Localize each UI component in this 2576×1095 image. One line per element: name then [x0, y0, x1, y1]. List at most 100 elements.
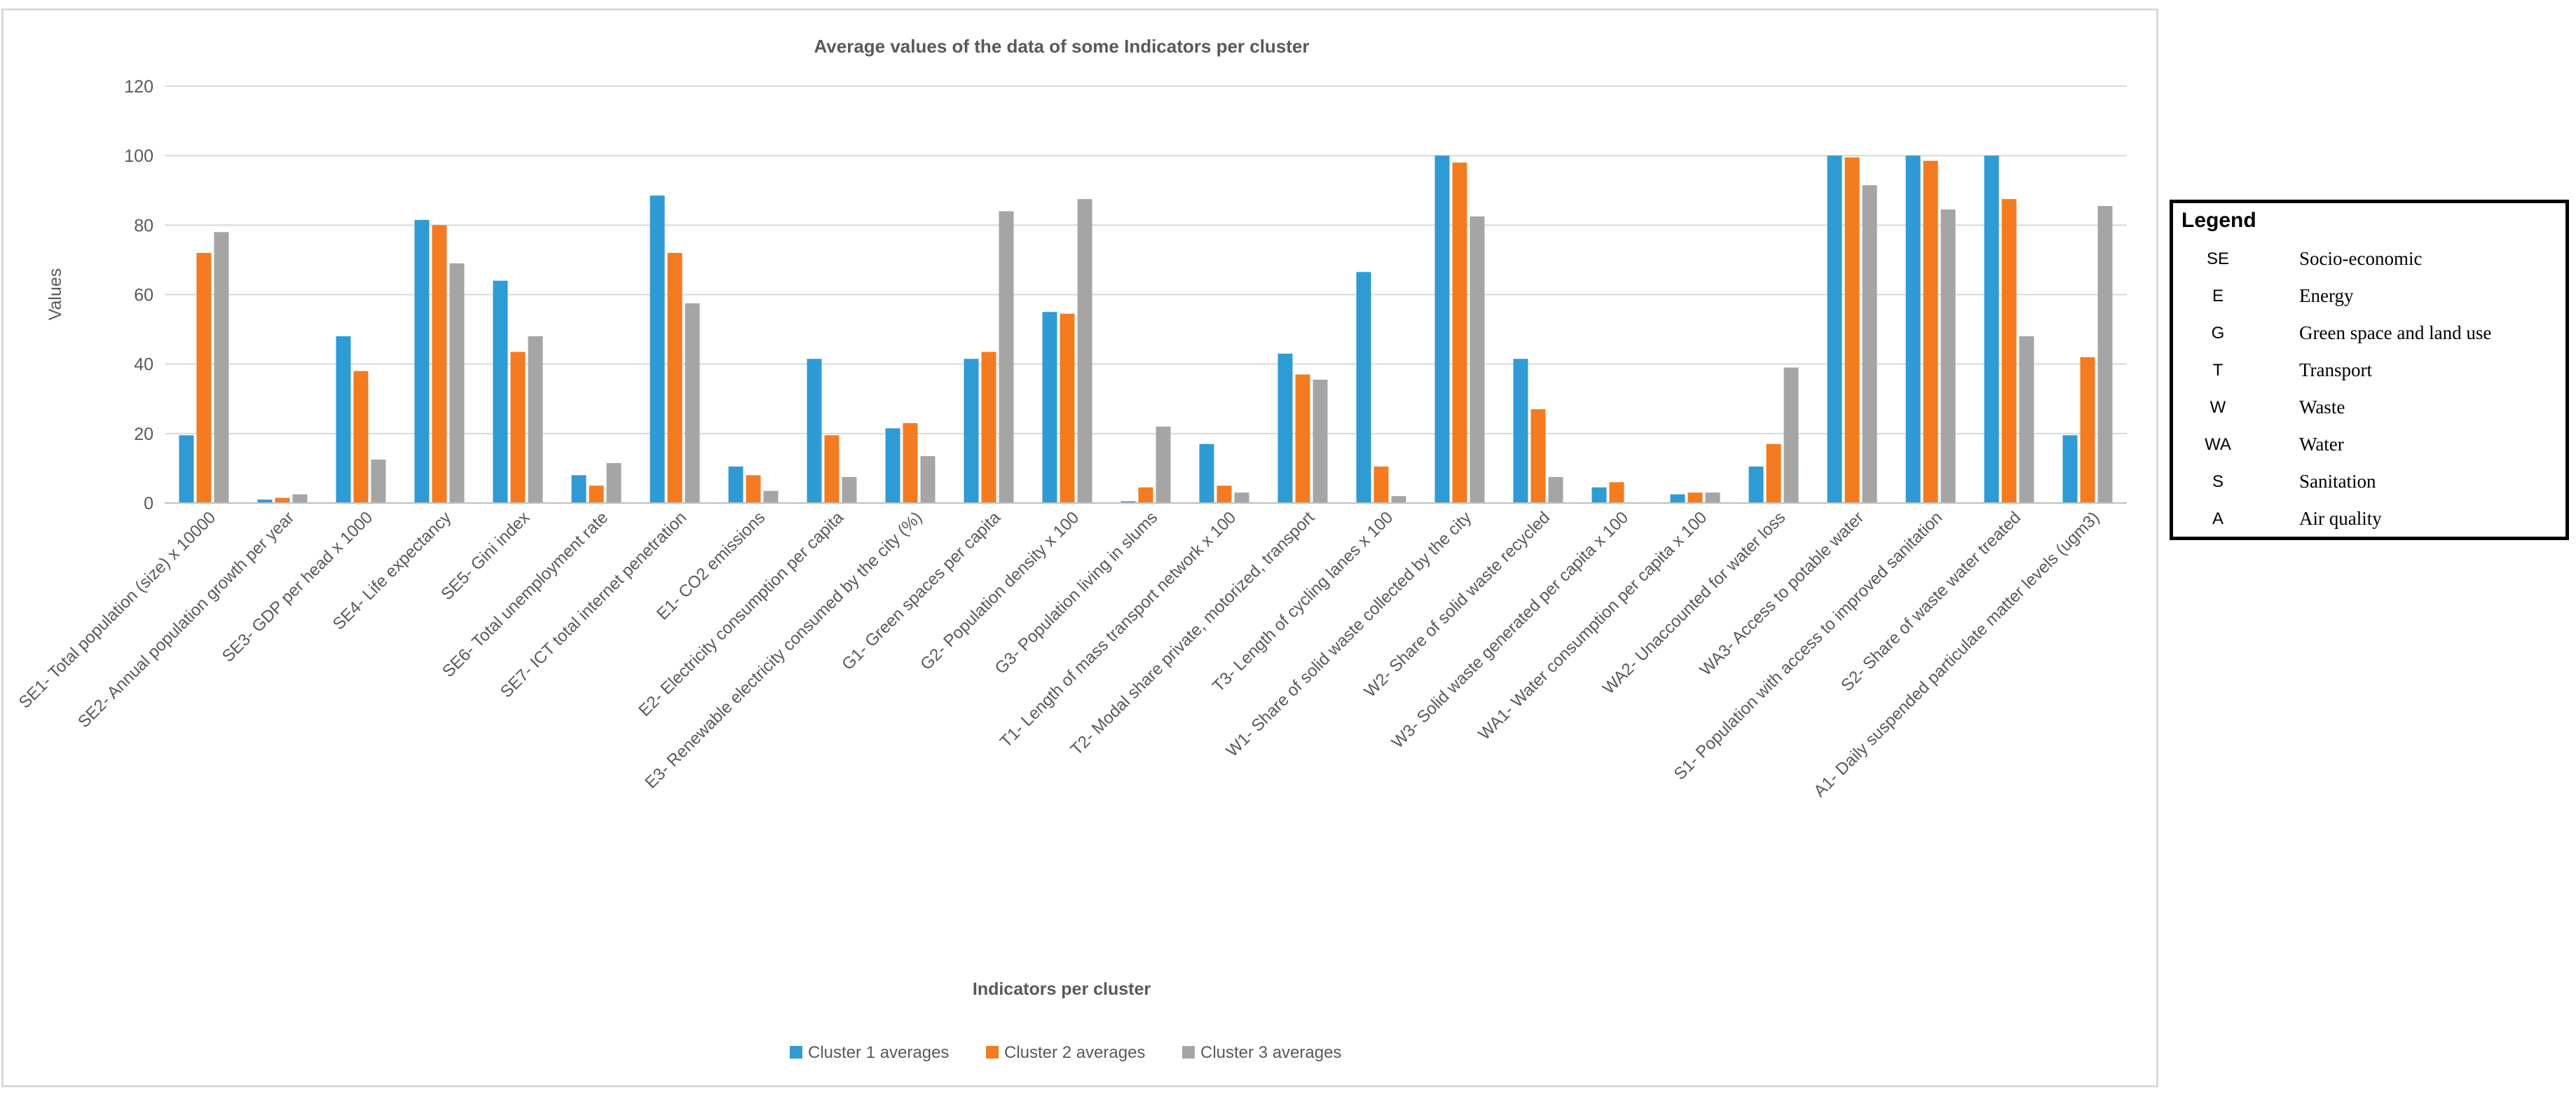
legend-abbreviation: WA: [2205, 435, 2231, 454]
legend-abbreviation: A: [2212, 509, 2224, 528]
x-tick-label: G3- Population living in slums: [992, 508, 1162, 678]
legend-description: Sanitation: [2299, 471, 2376, 492]
bar: [449, 263, 465, 503]
y-tick-label: 60: [134, 286, 153, 305]
bar: [1434, 156, 1450, 503]
legend-abbreviation: SE: [2206, 249, 2229, 268]
x-tick-label: G1- Green spaces per capita: [838, 508, 1004, 674]
bar: [1138, 487, 1153, 503]
legend-description: Energy: [2299, 285, 2354, 306]
bar: [1984, 156, 1999, 503]
legend-description: Water: [2299, 434, 2344, 455]
bar: [1121, 501, 1136, 503]
bar: [2019, 336, 2034, 503]
bar: [1199, 443, 1214, 503]
x-tick-label: G2- Population density x 100: [917, 508, 1083, 674]
bar: [1905, 156, 1921, 503]
bar: [214, 232, 229, 503]
bar: [589, 485, 604, 503]
bar: [1862, 185, 1877, 503]
bar: [257, 500, 273, 503]
series-legend-swatch: [1182, 1046, 1195, 1059]
x-tick-label: SE6- Total unemployment rate: [439, 508, 612, 681]
legend-row: E Energy: [2173, 280, 2565, 317]
bar: [903, 422, 918, 503]
bar: [528, 336, 543, 503]
bar: [1530, 409, 1546, 503]
bar: [807, 359, 822, 503]
bar: [1452, 163, 1467, 504]
bar: [1313, 379, 1328, 503]
bar: [842, 476, 857, 503]
bar: [824, 435, 840, 503]
bar: [1748, 466, 1764, 503]
x-tick-label: E3- Renewable electricity consumed by th…: [641, 508, 926, 792]
legend-abbreviation: E: [2212, 287, 2224, 305]
series-legend-label: Cluster 1 averages: [808, 1043, 949, 1062]
y-axis-label: Values: [46, 268, 65, 321]
bar: [1277, 353, 1293, 503]
bar: [1783, 367, 1799, 503]
bar: [414, 219, 430, 503]
bar: [1687, 493, 1703, 503]
legend-description: Transport: [2299, 359, 2373, 380]
legend-row: A Air quality: [2173, 502, 2565, 540]
bar: [964, 359, 979, 503]
bar: [1391, 496, 1406, 503]
bar: [920, 456, 936, 503]
bar: [1548, 476, 1563, 503]
bar: [493, 280, 508, 503]
bar: [1609, 482, 1624, 503]
x-tick-label: SE3- GDP per head x 1000: [219, 508, 376, 666]
bar: [2097, 206, 2113, 503]
legend-description: Green space and land use: [2299, 322, 2492, 343]
y-tick-label: 0: [144, 494, 153, 514]
bar: [1469, 216, 1485, 503]
x-tick-label: S1- Population with access to improved s…: [1671, 508, 1947, 784]
bar: [1373, 466, 1389, 503]
chart-frame: Average values of the data of some Indic…: [1, 8, 2158, 1087]
bar: [2062, 435, 2078, 503]
bar: [1513, 359, 1528, 503]
bar: [432, 225, 447, 503]
bar: [353, 371, 369, 503]
bar: [746, 475, 761, 503]
bar: [1356, 272, 1371, 503]
bar: [275, 497, 290, 503]
legend-description: Air quality: [2299, 508, 2382, 529]
bar: [1923, 160, 1938, 503]
bar: [667, 253, 683, 503]
bar: [336, 336, 351, 503]
legend-abbreviation: G: [2211, 324, 2225, 343]
bar: [1827, 156, 1842, 503]
bar: [1670, 494, 1685, 503]
bar: [1156, 426, 1171, 503]
y-tick-label: 20: [134, 425, 153, 444]
series-legend-label: Cluster 2 averages: [1004, 1043, 1145, 1062]
legend-description: Waste: [2299, 397, 2345, 418]
bar-chart: Average values of the data of some Indic…: [15, 36, 2127, 1062]
y-tick-label: 80: [134, 216, 153, 235]
legend-row: T Transport: [2173, 354, 2565, 392]
bar: [292, 494, 308, 503]
series-legend-label: Cluster 3 averages: [1200, 1043, 1341, 1062]
bar: [650, 195, 665, 503]
bar: [1705, 493, 1720, 503]
bar: [571, 475, 587, 503]
legend-row: SE Socio-economic: [2173, 242, 2565, 280]
series-legend-swatch: [986, 1046, 999, 1059]
legend-row: WA Water: [2173, 428, 2565, 466]
legend-row: S Sanitation: [2173, 465, 2565, 503]
bar: [1940, 209, 1956, 503]
legend-abbreviation: T: [2212, 361, 2224, 380]
bar: [685, 303, 700, 503]
bar: [1591, 487, 1607, 503]
chart-title: Average values of the data of some Indic…: [814, 36, 1309, 57]
bar: [1844, 157, 1860, 504]
bar: [1295, 374, 1310, 503]
bar: [510, 352, 526, 503]
y-tick-label: 40: [134, 355, 153, 375]
bar: [1060, 313, 1075, 503]
legend-row: W Waste: [2173, 391, 2565, 429]
series-legend-swatch: [790, 1046, 802, 1059]
